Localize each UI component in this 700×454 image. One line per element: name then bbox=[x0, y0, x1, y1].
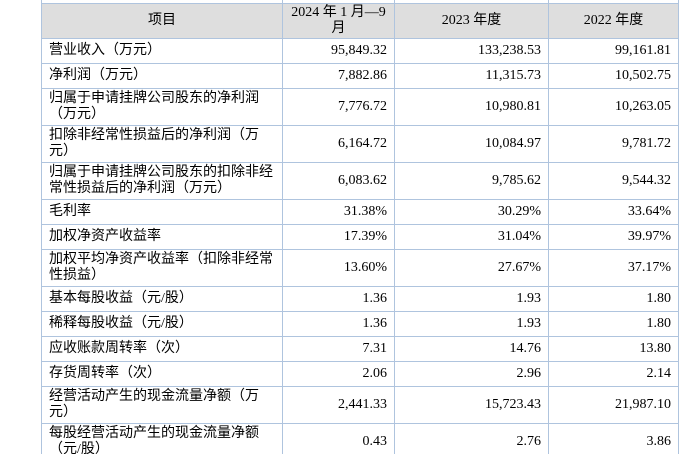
row-label: 存货周转率（次） bbox=[41, 361, 283, 387]
table-row-net-profit-deducted: 扣除非经常性损益后的净利润（万元） 6,164.72 10,084.97 9,7… bbox=[41, 125, 679, 163]
value-cell: 14.76 bbox=[394, 336, 549, 362]
value-cell: 3.86 bbox=[548, 423, 679, 454]
col-header-period-2023: 2023 年度 bbox=[394, 3, 549, 39]
col-header-period-2024: 2024 年 1 月—9 月 bbox=[282, 3, 395, 39]
value-cell: 2.96 bbox=[394, 361, 549, 387]
value-cell: 2.06 bbox=[282, 361, 395, 387]
table-row-net-profit-attributable-deducted: 归属于申请挂牌公司股东的扣除非经 常性损益后的净利润（万元） 6,083.62 … bbox=[41, 162, 679, 200]
row-label: 稀释每股收益（元/股） bbox=[41, 311, 283, 337]
table-row-net-profit-attributable: 归属于申请挂牌公司股东的净利润 （万元） 7,776.72 10,980.81 … bbox=[41, 88, 679, 126]
value-cell: 9,785.62 bbox=[394, 162, 549, 200]
table-row-inventory-turnover: 存货周转率（次） 2.06 2.96 2.14 bbox=[41, 361, 679, 387]
value-cell: 6,083.62 bbox=[282, 162, 395, 200]
table-row-revenue: 营业收入（万元） 95,849.32 133,238.53 99,161.81 bbox=[41, 38, 679, 64]
value-cell: 1.93 bbox=[394, 286, 549, 312]
table-row-net-profit: 净利润（万元） 7,882.86 11,315.73 10,502.75 bbox=[41, 63, 679, 89]
value-cell: 1.80 bbox=[548, 311, 679, 337]
value-cell: 37.17% bbox=[548, 249, 679, 287]
row-label: 应收账款周转率（次） bbox=[41, 336, 283, 362]
value-cell: 95,849.32 bbox=[282, 38, 395, 64]
table-header-row: 项目 2024 年 1 月—9 月 2023 年度 2022 年度 bbox=[41, 3, 679, 39]
value-cell: 99,161.81 bbox=[548, 38, 679, 64]
value-cell: 13.80 bbox=[548, 336, 679, 362]
value-cell: 13.60% bbox=[282, 249, 395, 287]
value-cell: 1.36 bbox=[282, 311, 395, 337]
value-cell: 7,776.72 bbox=[282, 88, 395, 126]
row-label: 净利润（万元） bbox=[41, 63, 283, 89]
financial-indicators-table: 项目 2024 年 1 月—9 月 2023 年度 2022 年度 营业收入（万… bbox=[41, 0, 679, 454]
value-cell: 133,238.53 bbox=[394, 38, 549, 64]
table-row-receivables-turnover: 应收账款周转率（次） 7.31 14.76 13.80 bbox=[41, 336, 679, 362]
table-row-diluted-eps: 稀释每股收益（元/股） 1.36 1.93 1.80 bbox=[41, 311, 679, 337]
col-header-period-2022: 2022 年度 bbox=[548, 3, 679, 39]
value-cell: 2,441.33 bbox=[282, 386, 395, 424]
table-row-weighted-roe: 加权净资产收益率 17.39% 31.04% 39.97% bbox=[41, 224, 679, 250]
row-label: 经营活动产生的现金流量净额（万元） bbox=[41, 386, 283, 424]
row-label: 归属于申请挂牌公司股东的扣除非经 常性损益后的净利润（万元） bbox=[41, 162, 283, 200]
value-cell: 0.43 bbox=[282, 423, 395, 454]
value-cell: 1.93 bbox=[394, 311, 549, 337]
table-row-gross-margin: 毛利率 31.38% 30.29% 33.64% bbox=[41, 199, 679, 225]
value-cell: 7,882.86 bbox=[282, 63, 395, 89]
row-label: 加权净资产收益率 bbox=[41, 224, 283, 250]
value-cell: 31.04% bbox=[394, 224, 549, 250]
value-cell: 33.64% bbox=[548, 199, 679, 225]
value-cell: 1.80 bbox=[548, 286, 679, 312]
row-label: 归属于申请挂牌公司股东的净利润 （万元） bbox=[41, 88, 283, 126]
value-cell: 2.76 bbox=[394, 423, 549, 454]
col-header-item: 项目 bbox=[41, 3, 283, 39]
value-cell: 21,987.10 bbox=[548, 386, 679, 424]
table-row-basic-eps: 基本每股收益（元/股） 1.36 1.93 1.80 bbox=[41, 286, 679, 312]
value-cell: 31.38% bbox=[282, 199, 395, 225]
value-cell: 2.14 bbox=[548, 361, 679, 387]
value-cell: 9,544.32 bbox=[548, 162, 679, 200]
value-cell: 11,315.73 bbox=[394, 63, 549, 89]
value-cell: 9,781.72 bbox=[548, 125, 679, 163]
value-cell: 10,263.05 bbox=[548, 88, 679, 126]
row-label: 基本每股收益（元/股） bbox=[41, 286, 283, 312]
table-row-operating-cash-flow: 经营活动产生的现金流量净额（万元） 2,441.33 15,723.43 21,… bbox=[41, 386, 679, 424]
row-label: 每股经营活动产生的现金流量净额 （元/股） bbox=[41, 423, 283, 454]
value-cell: 27.67% bbox=[394, 249, 549, 287]
table-row-operating-cash-flow-per-share: 每股经营活动产生的现金流量净额 （元/股） 0.43 2.76 3.86 bbox=[41, 423, 679, 454]
value-cell: 39.97% bbox=[548, 224, 679, 250]
value-cell: 15,723.43 bbox=[394, 386, 549, 424]
row-label: 营业收入（万元） bbox=[41, 38, 283, 64]
value-cell: 6,164.72 bbox=[282, 125, 395, 163]
value-cell: 10,980.81 bbox=[394, 88, 549, 126]
row-label: 扣除非经常性损益后的净利润（万元） bbox=[41, 125, 283, 163]
row-label: 毛利率 bbox=[41, 199, 283, 225]
value-cell: 10,084.97 bbox=[394, 125, 549, 163]
value-cell: 7.31 bbox=[282, 336, 395, 362]
value-cell: 1.36 bbox=[282, 286, 395, 312]
value-cell: 17.39% bbox=[282, 224, 395, 250]
table-row-weighted-avg-roe-deducted: 加权平均净资产收益率（扣除非经常 性损益） 13.60% 27.67% 37.1… bbox=[41, 249, 679, 287]
row-label: 加权平均净资产收益率（扣除非经常 性损益） bbox=[41, 249, 283, 287]
value-cell: 10,502.75 bbox=[548, 63, 679, 89]
value-cell: 30.29% bbox=[394, 199, 549, 225]
